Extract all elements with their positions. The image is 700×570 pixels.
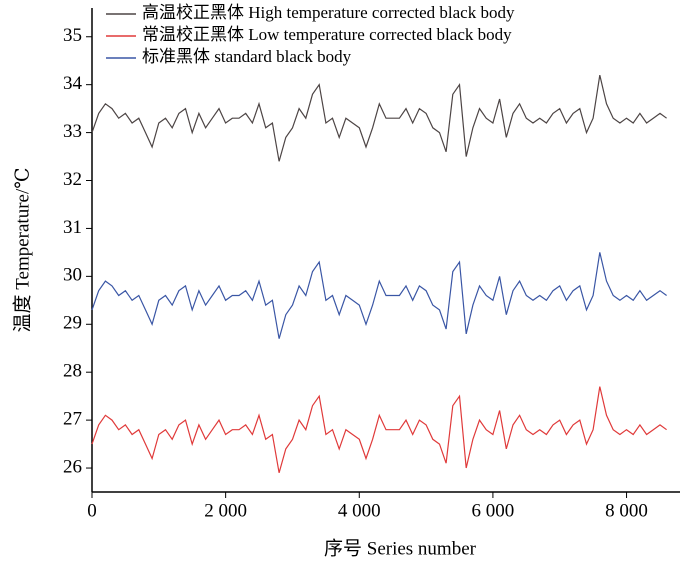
x-tick-label: 6 000 [472, 500, 515, 521]
legend-label: 常温校正黑体 Low temperature corrected black b… [142, 25, 512, 44]
y-tick-label: 33 [63, 121, 82, 142]
legend-label: 高温校正黑体 High temperature corrected black … [142, 3, 515, 22]
y-tick-label: 32 [63, 169, 82, 190]
y-tick-label: 29 [63, 313, 82, 334]
y-tick-label: 26 [63, 456, 82, 477]
series-line [91, 386, 667, 473]
y-tick-label: 31 [63, 217, 82, 238]
y-axis-label: 温度 Temperature/℃ [11, 167, 33, 332]
x-tick-label: 0 [87, 500, 97, 521]
x-tick-label: 4 000 [338, 500, 381, 521]
legend-label: 标准黑体 standard black body [142, 47, 352, 66]
x-axis-label: 序号 Series number [324, 537, 477, 559]
x-tick-label: 2 000 [204, 500, 247, 521]
x-tick-label: 8 000 [605, 500, 648, 521]
y-tick-label: 27 [63, 408, 82, 429]
y-tick-label: 34 [63, 73, 83, 94]
series-line [91, 252, 667, 339]
y-tick-label: 35 [63, 25, 82, 46]
y-tick-label: 30 [63, 265, 82, 286]
series-line [91, 74, 667, 162]
y-tick-label: 28 [63, 361, 82, 382]
